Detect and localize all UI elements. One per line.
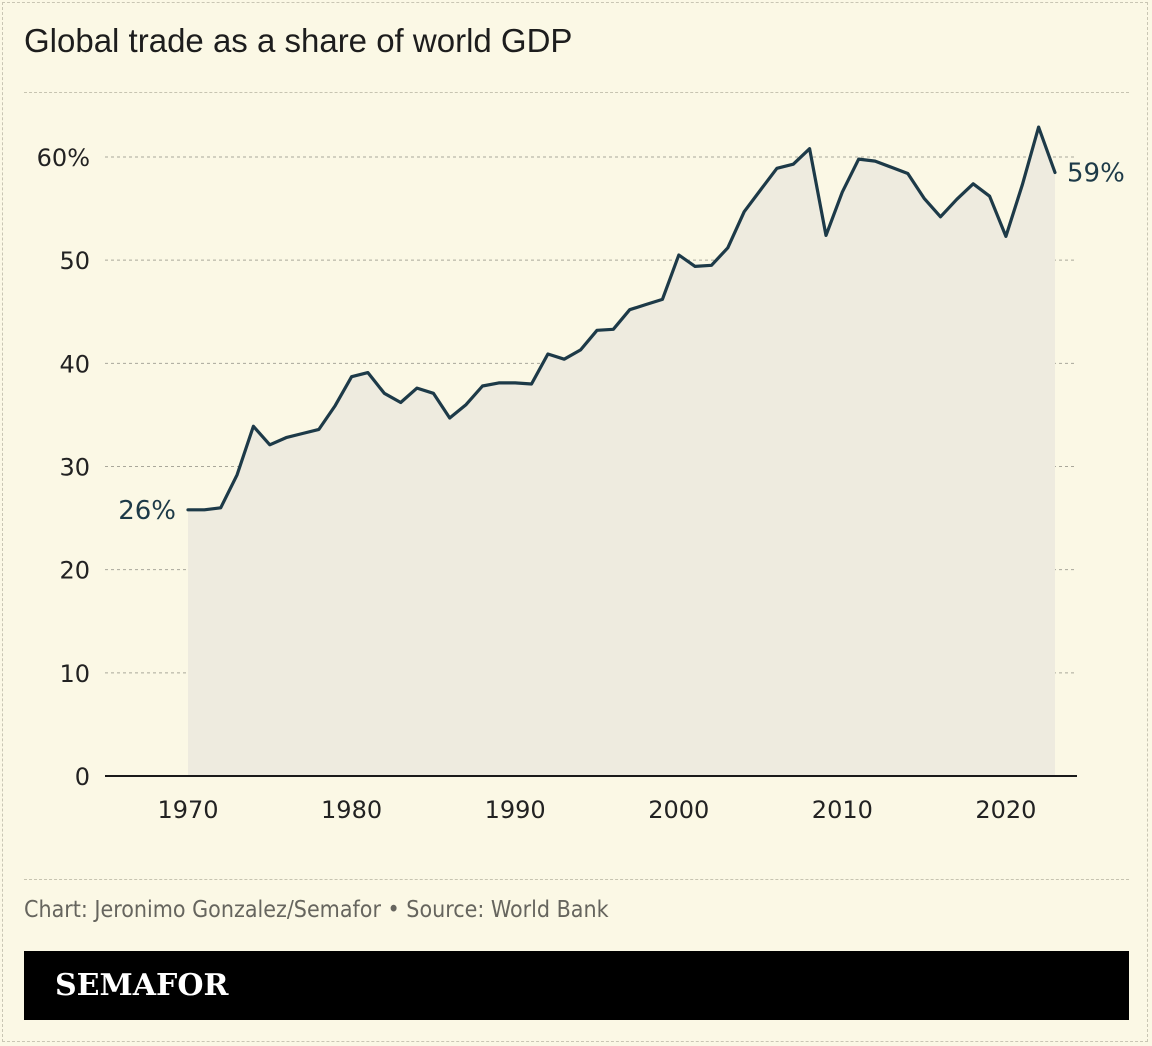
data-point-2005 bbox=[758, 188, 762, 192]
line-layer bbox=[186, 125, 1057, 512]
data-point-1978 bbox=[317, 427, 321, 431]
data-point-2016 bbox=[938, 215, 942, 219]
data-point-2011 bbox=[857, 157, 861, 161]
data-point-2002 bbox=[709, 263, 713, 267]
data-point-1984 bbox=[415, 386, 419, 390]
data-point-1995 bbox=[595, 328, 599, 332]
x-tick-label: 2020 bbox=[975, 796, 1036, 824]
data-point-1985 bbox=[431, 391, 435, 395]
data-point-2012 bbox=[873, 159, 877, 163]
chart-svg: 0 10 20 30 40 50 60% 1970 1980 1990 2000 2010 2020 2… bbox=[37, 125, 1125, 824]
data-point-2010 bbox=[840, 190, 844, 194]
data-point-1999 bbox=[660, 297, 664, 301]
data-point-2004 bbox=[742, 210, 746, 214]
data-point-2009 bbox=[824, 233, 828, 237]
data-point-1981 bbox=[366, 370, 370, 374]
data-point-1996 bbox=[611, 327, 615, 331]
labels: 26% 59% bbox=[118, 158, 1125, 525]
axes: 0 10 20 30 40 50 60% 1970 1980 1990 2000 2010 2020 bbox=[37, 144, 1077, 824]
data-point-1977 bbox=[300, 431, 304, 435]
data-point-1973 bbox=[235, 473, 239, 477]
data-point-1998 bbox=[644, 302, 648, 306]
data-point-1989 bbox=[497, 381, 501, 385]
data-point-2013 bbox=[889, 165, 893, 169]
data-point-2018 bbox=[971, 182, 975, 186]
data-point-1997 bbox=[628, 308, 632, 312]
x-tick-label: 2010 bbox=[812, 796, 873, 824]
data-point-1982 bbox=[382, 391, 386, 395]
data-point-1976 bbox=[284, 435, 288, 439]
x-tick-label: 2000 bbox=[648, 796, 709, 824]
data-point-2021 bbox=[1020, 183, 1024, 187]
data-point-2001 bbox=[693, 264, 697, 268]
data-point-2020 bbox=[1004, 234, 1008, 238]
data-point-1971 bbox=[202, 508, 206, 512]
data-point-1979 bbox=[333, 403, 337, 407]
data-point-1986 bbox=[448, 416, 452, 420]
data-point-1988 bbox=[480, 384, 484, 388]
y-tick-label: 30 bbox=[59, 454, 90, 482]
data-point-1970 bbox=[186, 508, 190, 512]
y-tick-label: 0 bbox=[75, 763, 90, 791]
data-point-1975 bbox=[268, 443, 272, 447]
data-point-1987 bbox=[464, 402, 468, 406]
data-point-2023 bbox=[1053, 170, 1057, 174]
x-tick-label: 1980 bbox=[321, 796, 382, 824]
data-point-1983 bbox=[399, 400, 403, 404]
data-point-2015 bbox=[922, 196, 926, 200]
data-point-2003 bbox=[726, 246, 730, 250]
trade-share-line bbox=[186, 125, 1057, 512]
y-tick-label: 60% bbox=[37, 144, 90, 172]
end-value-label: 59% bbox=[1067, 158, 1125, 188]
data-point-1980 bbox=[349, 375, 353, 379]
chart-title: Global trade as a share of world GDP bbox=[24, 22, 573, 59]
bottom-divider bbox=[24, 879, 1129, 880]
start-value-label: 26% bbox=[118, 496, 176, 526]
y-tick-label: 10 bbox=[59, 660, 90, 688]
brand-bar: SEMAFOR bbox=[24, 951, 1129, 1020]
data-point-1994 bbox=[578, 348, 582, 352]
data-point-1993 bbox=[562, 357, 566, 361]
data-point-2000 bbox=[677, 253, 681, 257]
data-point-1974 bbox=[251, 424, 255, 428]
source-credit: Chart: Jeronimo Gonzalez/Semafor • Sourc… bbox=[24, 897, 609, 923]
y-tick-label: 20 bbox=[59, 557, 90, 585]
y-tick-label: 40 bbox=[59, 350, 90, 378]
x-tick-label: 1990 bbox=[485, 796, 546, 824]
data-point-1992 bbox=[546, 352, 550, 356]
y-tick-label: 50 bbox=[59, 247, 90, 275]
data-point-1972 bbox=[219, 506, 223, 510]
top-divider bbox=[24, 92, 1129, 93]
data-point-1990 bbox=[513, 381, 517, 385]
data-point-1991 bbox=[529, 382, 533, 386]
data-point-2007 bbox=[791, 162, 795, 166]
data-point-2022 bbox=[1036, 125, 1040, 129]
data-point-2014 bbox=[906, 171, 910, 175]
x-tick-label: 1970 bbox=[157, 796, 218, 824]
data-point-2008 bbox=[807, 147, 811, 151]
data-point-2006 bbox=[775, 166, 779, 170]
area-layer bbox=[188, 127, 1055, 777]
area-fill bbox=[188, 127, 1055, 777]
data-point-2019 bbox=[987, 194, 991, 198]
brand-logo: SEMAFOR bbox=[55, 968, 229, 1003]
data-point-2017 bbox=[955, 197, 959, 201]
